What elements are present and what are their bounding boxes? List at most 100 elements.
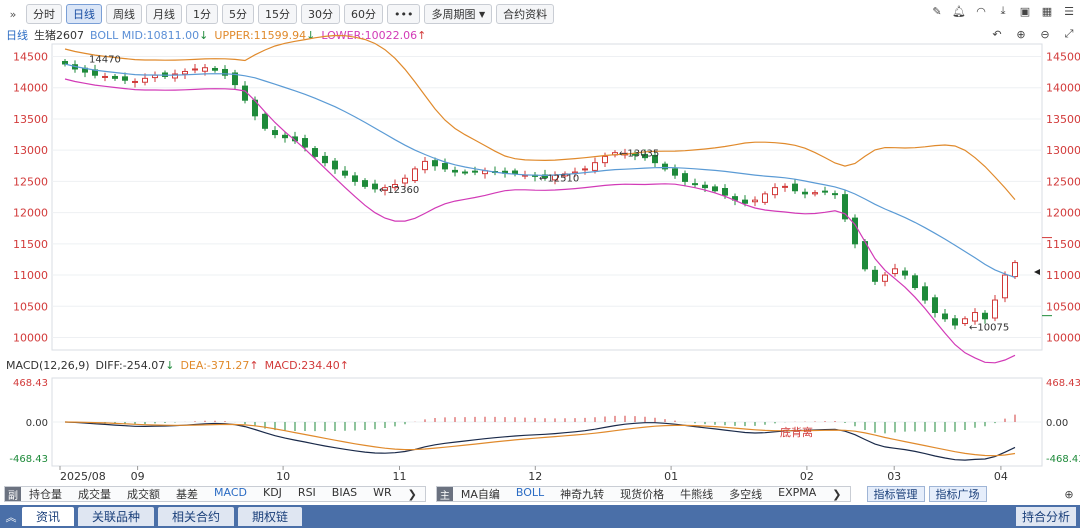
candle-body xyxy=(742,199,748,204)
price-tick-left: 12500 xyxy=(13,175,48,188)
candle-body xyxy=(792,183,798,192)
price-tick-right: 14000 xyxy=(1046,82,1080,95)
x-tick-label: 04 xyxy=(994,470,1008,483)
contract-info-button[interactable]: 合约资料 xyxy=(496,4,555,24)
bottom-tab-bar: ︽ 资讯 关联品种 相关合约 期权链 持合分析 xyxy=(0,505,1080,528)
price-chart[interactable]: 10000 10000 10500 10500 11000 11000 11500 11500… xyxy=(0,0,1080,486)
window-icon[interactable]: ▣ xyxy=(1019,4,1031,18)
price-tick-right: 13000 xyxy=(1046,144,1080,157)
sub-indicator-item[interactable]: 成交量 xyxy=(78,488,111,501)
download-icon[interactable]: ⤓ xyxy=(1000,4,1006,17)
add-icon[interactable]: ⊕ xyxy=(1064,487,1074,501)
pencil-icon[interactable]: ✎ xyxy=(932,4,942,18)
candle-body xyxy=(812,192,818,195)
multi-period-label: 多周期图 xyxy=(431,8,476,21)
bottom-tab[interactable]: 相关合约 xyxy=(158,507,235,526)
candle-body xyxy=(352,175,358,182)
candle-body xyxy=(132,80,138,83)
sub-indicator-item[interactable]: WR xyxy=(373,486,392,499)
period-button[interactable]: 周线 xyxy=(106,4,142,24)
main-indicator-item[interactable]: BOLL xyxy=(515,486,545,499)
bell-icon[interactable]: 🔔︎ xyxy=(952,4,966,18)
candle-body xyxy=(112,75,118,79)
candle-body xyxy=(222,68,228,76)
period-button[interactable]: 15分 xyxy=(258,4,297,24)
snapshot-icon[interactable]: ◠ xyxy=(976,4,986,18)
x-tick-label: 09 xyxy=(131,470,145,483)
candle-body xyxy=(422,160,428,171)
period-button[interactable]: 月线 xyxy=(146,4,182,24)
period-button[interactable]: 60分 xyxy=(344,4,383,24)
candle-body xyxy=(202,67,208,72)
watermark-text: 底背离 xyxy=(780,425,813,439)
period-button[interactable]: 5分 xyxy=(222,4,254,24)
bottom-tab[interactable]: 期权链 xyxy=(238,507,303,526)
macd-tick-left: 468.43 xyxy=(13,378,48,389)
sub-indicator-item[interactable]: 基差 xyxy=(176,488,198,501)
candle-body xyxy=(602,155,608,164)
bottom-tab[interactable]: 资讯 xyxy=(22,507,75,526)
price-tick-left: 13500 xyxy=(13,113,48,126)
more-button[interactable]: ••• xyxy=(387,4,421,24)
undo-icon[interactable]: ↶ xyxy=(992,27,1002,41)
period-toolbar: » 分时 日线 周线 月线 1分 5分 15分 30分 60分 ••• 多周期图 ▼ 合约资料 … xyxy=(0,0,1080,28)
sub-indicator-item[interactable]: 成交额 xyxy=(127,488,160,501)
chart-controls: ↶ ⊕ ⊖ ⤢ xyxy=(990,27,1076,41)
collapse-up-icon[interactable]: ︽ xyxy=(5,510,17,524)
candle-body xyxy=(702,184,708,189)
price-annotation: ←10075 xyxy=(969,322,1009,333)
zoom-out-icon[interactable]: ⊖ xyxy=(1040,27,1050,41)
indicator-bar: 副 持仓量 成交量 成交额 基差 MACD KDJ RSI BIAS WR ❯ 主 MA自编 BO… xyxy=(0,486,1080,502)
multi-period-dropdown[interactable]: 多周期图 ▼ xyxy=(424,4,493,24)
caret-down-icon: ▼ xyxy=(478,9,486,19)
candle-body xyxy=(942,313,948,320)
indicator-plaza-button[interactable]: 指标广场 xyxy=(928,486,987,502)
price-frame xyxy=(51,43,1043,351)
candle-body xyxy=(962,318,968,325)
indicator-manage-button[interactable]: 指标管理 xyxy=(866,486,925,502)
collapse-icon[interactable]: » xyxy=(9,7,17,21)
main-indicator-item[interactable]: 牛熊线 xyxy=(680,488,714,501)
sub-indicator-item[interactable]: KDJ xyxy=(262,486,282,499)
boll-lower: LOWER:10022.06↑ xyxy=(321,28,427,42)
boll-upper-line xyxy=(64,34,1016,200)
price-tick-left: 12000 xyxy=(13,207,48,220)
candle-body xyxy=(882,274,888,282)
sub-indicator-item[interactable]: RSI xyxy=(297,486,316,499)
period-button[interactable]: 分时 xyxy=(26,4,62,24)
price-tick-left: 13000 xyxy=(13,144,48,157)
price-tick-left: 14000 xyxy=(13,82,48,95)
holding-analysis-button[interactable]: 持合分析 xyxy=(1015,507,1076,526)
period-button[interactable]: 30分 xyxy=(301,4,340,24)
candle-body xyxy=(822,190,828,193)
fullscreen-icon[interactable]: ⤢ xyxy=(1064,27,1074,40)
main-indicator-item[interactable]: 现货价格 xyxy=(620,488,665,501)
menu-icon[interactable]: ☰ xyxy=(1064,4,1074,18)
candle-body xyxy=(432,160,438,167)
main-indicator-item[interactable]: EXPMA xyxy=(778,486,817,499)
main-next-arrow[interactable]: ❯ xyxy=(832,487,842,501)
candle-body xyxy=(842,194,848,220)
candle-body xyxy=(772,187,778,196)
grid-icon[interactable]: ▦ xyxy=(1041,4,1053,18)
price-tick-left: 11000 xyxy=(13,269,48,282)
candle-body xyxy=(1012,262,1018,278)
sub-indicator-item[interactable]: MACD xyxy=(214,486,247,499)
candle-body xyxy=(672,168,678,176)
main-indicator-item[interactable]: MA自编 xyxy=(460,488,500,501)
main-indicator-item[interactable]: 神奇九转 xyxy=(560,488,605,501)
x-tick-label: 10 xyxy=(276,470,290,483)
candle-body xyxy=(212,67,218,71)
sub-next-arrow[interactable]: ❯ xyxy=(407,487,417,501)
sub-indicator-item[interactable]: 持仓量 xyxy=(29,488,62,501)
zoom-in-icon[interactable]: ⊕ xyxy=(1016,27,1026,41)
price-tick-left: 10500 xyxy=(13,300,48,313)
period-button[interactable]: 日线 xyxy=(66,4,102,24)
sub-indicator-item[interactable]: BIAS xyxy=(331,486,358,499)
main-indicator-item[interactable]: 多空线 xyxy=(729,488,763,501)
price-tick-right: 10000 xyxy=(1046,332,1080,345)
bottom-tab[interactable]: 关联品种 xyxy=(78,507,155,526)
price-tick-left: 14500 xyxy=(13,50,48,63)
candle-body xyxy=(382,187,388,191)
period-button[interactable]: 1分 xyxy=(186,4,218,24)
